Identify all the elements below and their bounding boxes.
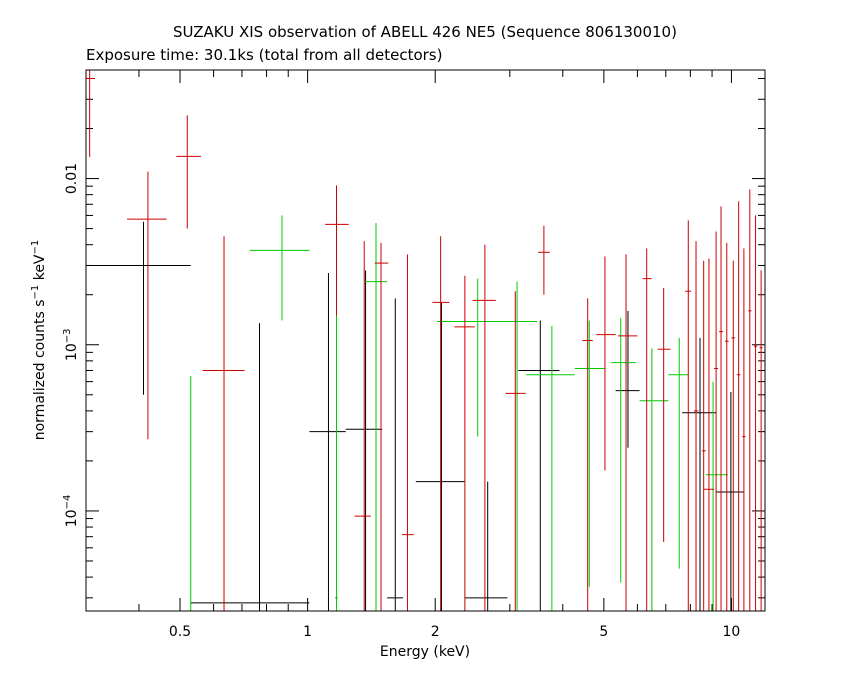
data-point	[574, 320, 605, 587]
data-point	[309, 273, 346, 611]
data-point	[526, 325, 575, 611]
data-point	[701, 260, 706, 611]
axis-ticks	[85, 70, 765, 611]
y-axis-label-exp2: −1	[30, 240, 41, 255]
data-point	[582, 298, 593, 611]
data-point	[748, 189, 752, 611]
y-axis-label: normalized counts s−1 keV−1	[30, 240, 48, 441]
y-axis-label-exp1: −1	[30, 285, 41, 300]
data-point	[334, 315, 339, 611]
data-point	[249, 215, 310, 321]
data-point	[538, 225, 550, 295]
data-point	[432, 236, 450, 611]
data-point	[325, 185, 349, 316]
data-point	[642, 248, 652, 611]
y-tick-label: 0.01	[64, 163, 80, 194]
data-point	[364, 223, 388, 611]
data-point	[464, 481, 508, 611]
data-point	[759, 270, 763, 611]
data-point	[402, 254, 414, 611]
data-point	[724, 242, 729, 611]
data-point	[354, 241, 371, 611]
x-tick-labels: 0.5 1 2 5 10	[169, 624, 740, 640]
data-point	[716, 391, 745, 611]
data-point	[657, 287, 671, 543]
data-point	[685, 220, 692, 611]
data-point	[374, 242, 389, 611]
data-point	[703, 258, 715, 611]
x-tick-label: 10	[723, 624, 741, 640]
data-point	[731, 260, 736, 611]
y-tick-labels: 0.01 10−3 10−4	[62, 163, 80, 527]
data-point	[705, 381, 728, 611]
data-point	[719, 206, 723, 611]
data-point	[454, 275, 475, 611]
data-point	[495, 281, 538, 611]
y-axis-label-mid: keV	[32, 254, 48, 285]
y-axis-label-base: normalized counts s	[32, 299, 48, 440]
chart-subtitle: Exposure time: 30.1ks (total from all de…	[86, 46, 442, 64]
data-points	[86, 70, 763, 611]
x-tick-label: 5	[599, 624, 608, 640]
data-point	[742, 248, 746, 611]
data-point	[615, 310, 640, 448]
data-point	[611, 317, 636, 583]
data-point	[472, 244, 496, 611]
data-point	[86, 70, 95, 157]
data-point	[714, 231, 719, 611]
y-tick-label: 10−3	[62, 328, 80, 361]
data-point	[505, 291, 526, 611]
data-point	[202, 236, 245, 611]
data-point	[387, 298, 404, 611]
data-point	[437, 278, 527, 437]
x-tick-label: 1	[303, 624, 312, 640]
x-axis-label: Energy (keV)	[380, 644, 470, 660]
data-point	[736, 201, 741, 611]
y-tick-label: 10−4	[62, 495, 80, 528]
data-point	[596, 256, 616, 471]
data-point	[618, 254, 638, 611]
data-point	[86, 221, 191, 395]
x-tick-label: 0.5	[169, 624, 191, 640]
data-point	[127, 171, 167, 440]
data-point	[190, 323, 310, 611]
chart-title: SUZAKU XIS observation of ABELL 426 NE5 …	[173, 23, 677, 41]
data-point	[668, 337, 689, 569]
plot-frame	[85, 69, 766, 612]
data-point	[694, 241, 699, 611]
data-point	[518, 320, 560, 611]
x-tick-label: 2	[431, 624, 440, 640]
data-point	[753, 215, 758, 611]
data-point	[176, 115, 201, 229]
